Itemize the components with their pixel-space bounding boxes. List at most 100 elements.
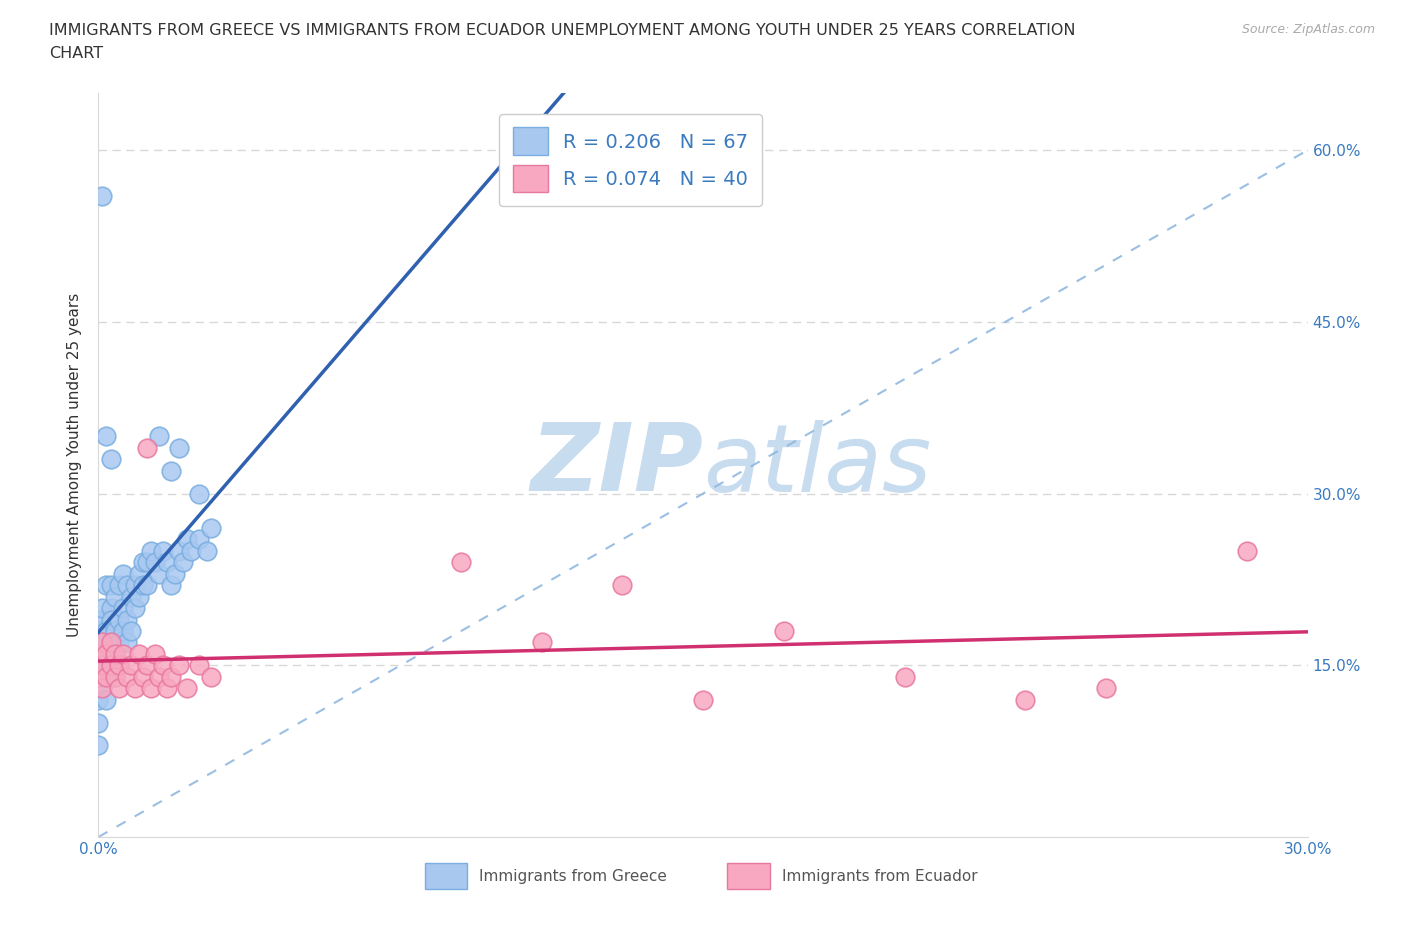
Point xyxy=(135,441,157,456)
Point xyxy=(87,670,110,684)
Point xyxy=(143,555,166,570)
Point xyxy=(115,578,138,592)
Point xyxy=(107,681,129,696)
Point xyxy=(87,623,110,638)
Point xyxy=(96,429,118,444)
Point xyxy=(167,543,190,558)
Point xyxy=(91,612,114,627)
Bar xyxy=(727,863,769,889)
Point xyxy=(103,590,125,604)
Point xyxy=(172,555,194,570)
Point xyxy=(188,658,211,672)
Point xyxy=(87,715,110,730)
Point xyxy=(163,566,186,581)
Point xyxy=(120,623,142,638)
Point xyxy=(148,670,170,684)
Point xyxy=(160,670,183,684)
Point xyxy=(107,612,129,627)
Point xyxy=(96,646,118,661)
Point xyxy=(107,578,129,592)
Point xyxy=(91,658,114,672)
Point xyxy=(188,532,211,547)
Point xyxy=(96,646,118,661)
Point xyxy=(107,635,129,650)
Point xyxy=(200,670,222,684)
Point xyxy=(124,681,146,696)
Point xyxy=(91,681,114,696)
Text: Source: ZipAtlas.com: Source: ZipAtlas.com xyxy=(1241,23,1375,36)
Point xyxy=(91,601,114,616)
Point xyxy=(180,543,202,558)
Point xyxy=(167,441,190,456)
Point xyxy=(148,429,170,444)
Point xyxy=(87,646,110,661)
Point xyxy=(115,670,138,684)
Point xyxy=(100,658,122,672)
Point xyxy=(188,486,211,501)
Point xyxy=(124,578,146,592)
Point xyxy=(135,555,157,570)
Point xyxy=(91,635,114,650)
Point xyxy=(91,635,114,650)
Point xyxy=(91,189,114,204)
Text: Immigrants from Greece: Immigrants from Greece xyxy=(479,869,668,883)
Point xyxy=(143,646,166,661)
Point xyxy=(124,601,146,616)
Point xyxy=(176,681,198,696)
Point xyxy=(115,612,138,627)
Point xyxy=(100,578,122,592)
Point xyxy=(160,463,183,478)
Point xyxy=(128,566,150,581)
Point xyxy=(135,658,157,672)
Point xyxy=(120,658,142,672)
Point xyxy=(152,543,174,558)
Point xyxy=(200,521,222,536)
Point xyxy=(148,566,170,581)
Bar xyxy=(425,863,467,889)
Point xyxy=(893,670,915,684)
Text: atlas: atlas xyxy=(703,419,931,511)
Point xyxy=(96,623,118,638)
Point xyxy=(87,670,110,684)
Point xyxy=(100,658,122,672)
Text: ZIP: ZIP xyxy=(530,419,703,511)
Point xyxy=(96,670,118,684)
Point xyxy=(1236,543,1258,558)
Point xyxy=(135,578,157,592)
Point xyxy=(115,635,138,650)
Point xyxy=(128,646,150,661)
Point xyxy=(87,646,110,661)
Point xyxy=(107,658,129,672)
Point xyxy=(100,601,122,616)
Point xyxy=(111,566,134,581)
Point xyxy=(120,590,142,604)
Point xyxy=(91,681,114,696)
Point xyxy=(103,670,125,684)
Point xyxy=(132,670,155,684)
Point xyxy=(87,692,110,707)
Point xyxy=(91,646,114,661)
Point xyxy=(612,578,634,592)
Point xyxy=(1095,681,1118,696)
Point xyxy=(132,578,155,592)
Point xyxy=(176,532,198,547)
Point xyxy=(103,646,125,661)
Point xyxy=(100,635,122,650)
Point xyxy=(87,738,110,753)
Point xyxy=(100,635,122,650)
Point xyxy=(530,635,553,650)
Point xyxy=(100,612,122,627)
Point xyxy=(195,543,218,558)
Point xyxy=(132,555,155,570)
Point xyxy=(156,555,179,570)
Text: IMMIGRANTS FROM GREECE VS IMMIGRANTS FROM ECUADOR UNEMPLOYMENT AMONG YOUTH UNDER: IMMIGRANTS FROM GREECE VS IMMIGRANTS FRO… xyxy=(49,23,1076,38)
Legend: R = 0.206   N = 67, R = 0.074   N = 40: R = 0.206 N = 67, R = 0.074 N = 40 xyxy=(499,113,762,206)
Point xyxy=(156,681,179,696)
Point xyxy=(160,578,183,592)
Point xyxy=(450,555,472,570)
Point xyxy=(692,692,714,707)
Point xyxy=(128,590,150,604)
Y-axis label: Unemployment Among Youth under 25 years: Unemployment Among Youth under 25 years xyxy=(67,293,83,637)
Point xyxy=(91,658,114,672)
Text: Immigrants from Ecuador: Immigrants from Ecuador xyxy=(782,869,977,883)
